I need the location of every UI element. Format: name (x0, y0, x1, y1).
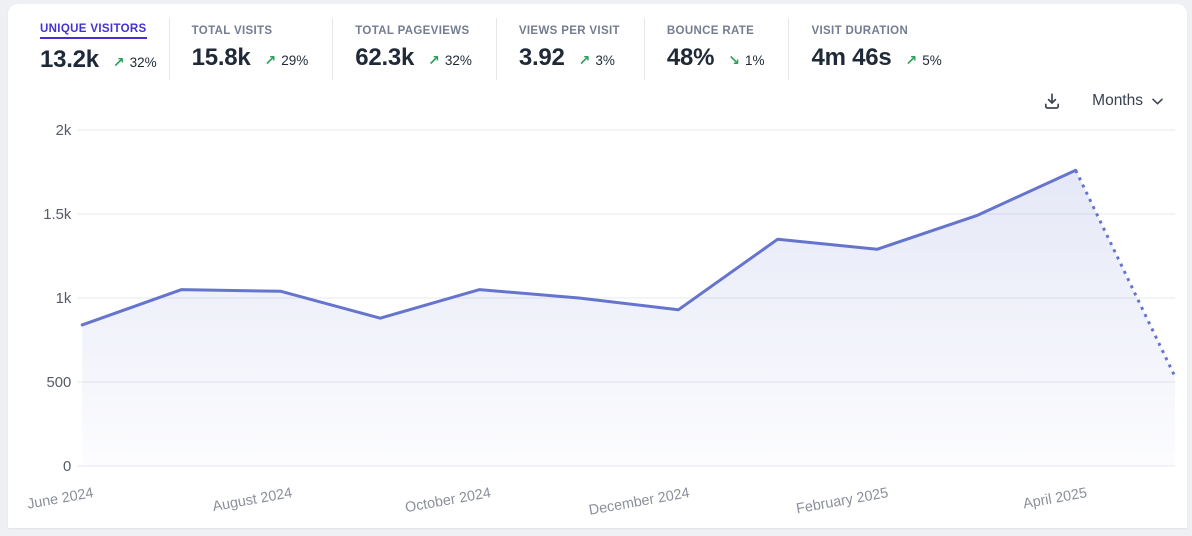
trend-up-icon: ↗ (264, 52, 276, 69)
metric-change: 3% (595, 53, 615, 68)
metric-label: TOTAL PAGEVIEWS (355, 25, 469, 37)
metric-label: BOUNCE RATE (667, 25, 754, 37)
x-axis-label: February 2025 (795, 485, 890, 517)
metric-change: 32% (445, 53, 472, 68)
download-icon (1042, 91, 1062, 111)
metric-label: UNIQUE VISITORS (40, 23, 147, 39)
x-axis-label: August 2024 (211, 485, 293, 515)
metric-views-per-visit[interactable]: VIEWS PER VISIT 3.92 ↗ 3% (496, 18, 644, 80)
y-axis-label: 0 (63, 459, 71, 475)
metric-bounce-rate[interactable]: BOUNCE RATE 48% ↘ 1% (644, 18, 789, 80)
metric-visit-duration[interactable]: VISIT DURATION 4m 46s ↗ 5% (788, 18, 965, 80)
metrics-bar: UNIQUE VISITORS 13.2k ↗ 32% TOTAL VISITS… (8, 4, 1187, 80)
x-axis-label: October 2024 (404, 485, 492, 516)
interval-label: Months (1092, 92, 1143, 110)
x-axis-label: June 2024 (26, 485, 95, 513)
metric-total-pageviews[interactable]: TOTAL PAGEVIEWS 62.3k ↗ 32% (332, 18, 496, 80)
download-button[interactable] (1042, 91, 1062, 111)
y-axis-label: 2k (56, 123, 72, 139)
metric-value: 13.2k (40, 46, 99, 74)
chart-toolbar: Months (8, 84, 1187, 114)
metric-value: 62.3k (355, 44, 414, 72)
x-axis-label: April 2025 (1022, 485, 1088, 512)
metric-value: 15.8k (192, 44, 251, 72)
metric-label: VISIT DURATION (811, 25, 908, 37)
trend-up-icon: ↗ (428, 52, 440, 69)
y-axis-label: 1k (56, 291, 72, 307)
y-axis-label: 1.5k (43, 207, 72, 223)
metric-total-visits[interactable]: TOTAL VISITS 15.8k ↗ 29% (169, 18, 333, 80)
interval-dropdown[interactable]: Months (1092, 92, 1163, 110)
metric-change: 5% (922, 53, 942, 68)
x-axis-label: December 2024 (588, 485, 691, 519)
trend-down-icon: ↘ (728, 52, 740, 69)
y-axis-label: 500 (47, 375, 72, 391)
metric-change: 29% (281, 53, 308, 68)
metric-value: 4m 46s (811, 44, 891, 72)
metric-value: 3.92 (519, 44, 565, 72)
visitors-chart[interactable]: 0 500 1k 1.5k 2k June 2024 August 2024 October … (8, 116, 1187, 536)
metric-change: 1% (745, 53, 765, 68)
metric-unique-visitors[interactable]: UNIQUE VISITORS 13.2k ↗ 32% (32, 18, 169, 80)
metric-value: 48% (667, 44, 714, 72)
trend-up-icon: ↗ (905, 52, 917, 69)
trend-up-icon: ↗ (579, 52, 591, 69)
metric-change: 32% (130, 55, 157, 70)
trend-up-icon: ↗ (113, 54, 125, 71)
chart-area-fill (82, 170, 1175, 466)
analytics-card: UNIQUE VISITORS 13.2k ↗ 32% TOTAL VISITS… (8, 4, 1187, 528)
metric-label: VIEWS PER VISIT (519, 25, 620, 37)
chevron-down-icon (1152, 98, 1163, 105)
metric-label: TOTAL VISITS (192, 25, 273, 37)
